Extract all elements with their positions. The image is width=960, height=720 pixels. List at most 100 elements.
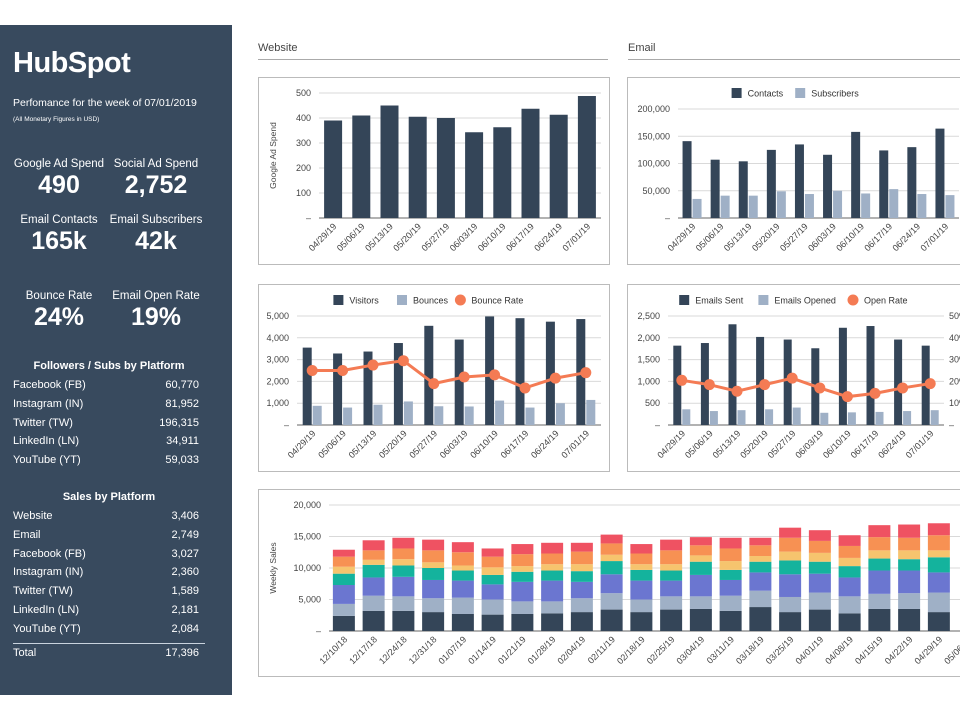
stacked-bar-segment — [362, 577, 385, 596]
table-row: Twitter (TW) 196,315 — [13, 417, 199, 436]
stacked-bar-segment — [422, 550, 445, 563]
x-tick-label: 05/06/19 — [335, 221, 367, 253]
platform-value: 1,589 — [171, 585, 199, 598]
x-tick-label: 02/04/19 — [555, 634, 587, 666]
bar — [737, 410, 746, 425]
stacked-bar-segment — [422, 568, 445, 580]
stacked-bar-segment — [689, 608, 712, 631]
y-tick-label: 5,000 — [266, 311, 289, 321]
stacked-bar-segment — [838, 557, 861, 567]
y-tick-label: – — [316, 626, 321, 636]
stacked-bar-segment — [749, 572, 772, 591]
y-tick-label: 500 — [296, 88, 311, 98]
x-tick-label: 04/29/19 — [666, 221, 698, 253]
stacked-bar-segment — [779, 596, 802, 613]
platform-name: YouTube (YT) — [13, 622, 81, 635]
bar — [879, 150, 889, 218]
stacked-bar-segment — [868, 570, 891, 594]
stacked-bar-segment — [481, 599, 504, 615]
rate-point — [759, 379, 771, 391]
x-tick-label: 06/17/19 — [849, 428, 881, 460]
stacked-bar-segment — [630, 612, 653, 631]
rate-point — [924, 378, 936, 390]
x-tick-label: 07/01/19 — [560, 221, 592, 253]
stacked-bar-segment — [719, 537, 742, 549]
table-row: LinkedIn (LN) 2,181 — [13, 604, 199, 623]
platform-value: 3,027 — [171, 547, 199, 560]
rate-point — [814, 382, 826, 394]
bar — [465, 132, 484, 218]
table-row: Twitter (TW) 1,589 — [13, 585, 199, 604]
platform-name: Website — [13, 510, 53, 522]
legend-swatch — [795, 88, 806, 98]
kpi-value: 165k — [31, 227, 87, 255]
stacked-bar-segment — [600, 543, 623, 555]
sales-table: Website 3,406 Email 2,749 Facebook (FB) 3,0… — [13, 510, 205, 665]
bar — [302, 347, 312, 425]
bar — [748, 195, 758, 218]
x-tick-label: 05/20/19 — [738, 428, 770, 460]
x-tick-label: 01/14/19 — [466, 634, 498, 666]
stacked-bar-segment — [332, 566, 355, 574]
platform-name: Instagram (IN) — [13, 566, 84, 579]
kpi-email-open-rate: Email Open Rate 19% — [101, 290, 211, 332]
rate-point — [489, 369, 501, 381]
x-tick-label: 03/04/19 — [674, 634, 706, 666]
bar — [682, 141, 692, 218]
rate-point — [676, 374, 688, 386]
y-tick-label: 2,000 — [637, 333, 660, 343]
table-row: Facebook (FB) 3,027 — [13, 548, 199, 567]
x-tick-label: 04/08/19 — [823, 634, 855, 666]
stacked-bar-segment — [779, 574, 802, 597]
bar — [894, 339, 903, 425]
platform-name: LinkedIn (LN) — [13, 603, 80, 616]
stacked-bar-segment — [392, 559, 415, 566]
x-tick-label: 12/24/18 — [377, 634, 409, 666]
legend-label: Visitors — [349, 296, 379, 306]
stacked-bar-segment — [600, 574, 623, 594]
stacked-bar-segment — [689, 574, 712, 597]
stacked-bar-segment — [898, 537, 921, 551]
stacked-bar-segment — [868, 525, 891, 538]
x-tick-label: 06/03/19 — [793, 428, 825, 460]
y2-tick-label: 20% — [949, 376, 960, 386]
bar — [380, 105, 399, 218]
x-tick-label: 05/27/19 — [778, 221, 810, 253]
stacked-bar-segment — [868, 537, 891, 551]
bar — [333, 353, 343, 425]
x-tick-label: 04/15/19 — [853, 634, 885, 666]
x-tick-label: 05/06/19 — [942, 634, 960, 666]
stacked-bar-segment — [541, 613, 564, 631]
legend-swatch — [454, 294, 466, 306]
stacked-bar-segment — [660, 570, 683, 581]
stacked-bar-segment — [511, 571, 534, 582]
x-tick-label: 03/25/19 — [764, 634, 796, 666]
kpi-label: Email Contacts — [20, 214, 98, 226]
bar — [861, 193, 871, 218]
bar — [408, 116, 427, 218]
legend-swatch — [679, 295, 690, 305]
x-tick-label: 01/07/19 — [436, 634, 468, 666]
stacked-bar-segment — [332, 585, 355, 604]
y-tick-label: 1,500 — [637, 355, 660, 365]
rate-point — [428, 378, 440, 390]
y-tick-label: – — [306, 213, 311, 223]
stacked-bar-segment — [630, 544, 653, 554]
hubspot-logo: HubSpot — [13, 47, 131, 79]
platform-value: 2,181 — [171, 603, 199, 616]
stacked-bar-segment — [362, 595, 385, 611]
kpi-bounce-rate: Bounce Rate 24% — [4, 290, 114, 332]
bar — [728, 324, 737, 425]
stacked-bar-segment — [422, 562, 445, 568]
bar — [792, 407, 801, 425]
stacked-bar-segment — [808, 561, 831, 574]
chart-email-opens: – – 500 10% 1,000 20% 1,500 30% 2,000 40% 2,500 50%… — [627, 284, 960, 472]
kpi-label: Email Subscribers — [109, 214, 203, 226]
stacked-bar-segment — [332, 573, 355, 586]
bar — [720, 195, 730, 218]
stacked-bar-segment — [808, 552, 831, 562]
rate-point — [731, 385, 743, 397]
x-tick-label: 02/11/19 — [586, 634, 617, 665]
report-subtitle: Perfomance for the week of 07/01/2019 — [13, 97, 197, 109]
x-tick-label: 12/17/18 — [347, 634, 379, 666]
